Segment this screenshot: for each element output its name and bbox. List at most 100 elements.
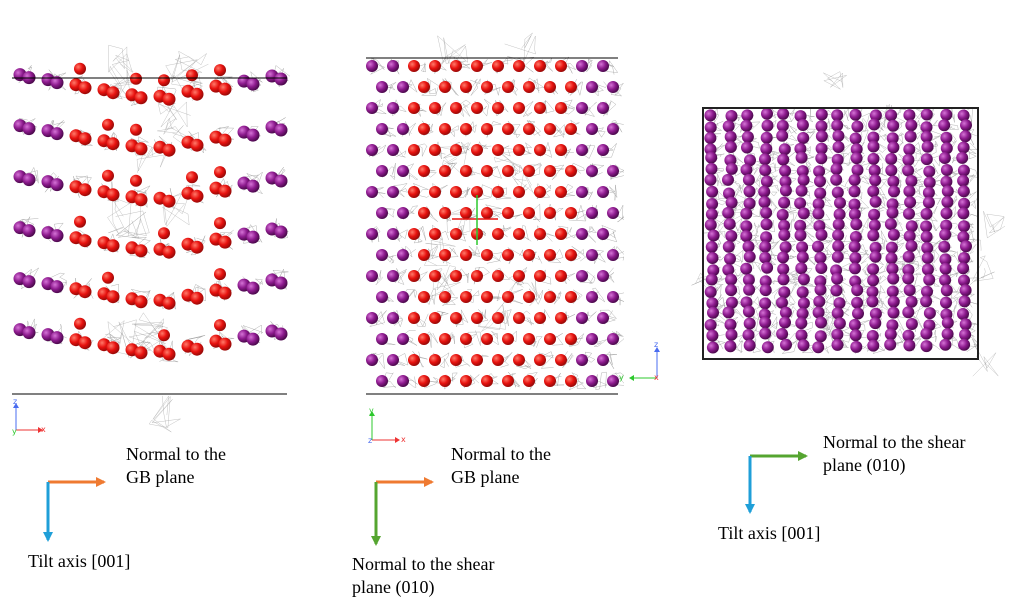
atom-sphere-icon (814, 275, 827, 288)
trajectory-trace (392, 268, 407, 285)
atom-sphere-icon (429, 186, 441, 198)
atom-sphere-icon (471, 144, 483, 156)
atom-sphere-icon (162, 296, 176, 310)
atom-sphere-icon (78, 336, 92, 350)
atom-sphere-icon (742, 273, 755, 286)
atom-sphere-icon (418, 123, 430, 135)
atom-sphere-icon (867, 185, 880, 198)
atom-sphere-icon (903, 143, 916, 156)
atom-sphere-icon (544, 207, 556, 219)
atom-sphere-icon (158, 74, 170, 87)
atom-sphere-icon (78, 285, 92, 299)
trajectory-trace (782, 210, 799, 222)
atom-sphere-icon (186, 69, 198, 82)
atom-sphere-icon (607, 291, 619, 303)
atom-sphere-icon (397, 375, 409, 387)
atom-sphere-icon (705, 241, 718, 253)
atom-sphere-icon (460, 207, 472, 219)
atom-sphere-icon (450, 144, 462, 156)
atom-sphere-icon (704, 286, 717, 298)
atom-sphere-icon (706, 198, 719, 210)
atom-sphere-icon (387, 60, 399, 72)
trajectory-trace (907, 167, 923, 178)
atom-sphere-icon (869, 241, 882, 254)
atom-sphere-icon (957, 231, 970, 243)
atom-sphere-icon (439, 123, 451, 135)
atom-sphere-icon (162, 245, 176, 259)
atom-sphere-icon (513, 354, 525, 366)
atom-sphere-icon (867, 263, 880, 276)
atom-sphere-icon (886, 132, 899, 145)
atom-sphere-icon (812, 240, 824, 253)
atom-sphere-icon (884, 338, 897, 351)
atom-sphere-icon (366, 102, 378, 114)
atom-sphere-icon (523, 291, 535, 303)
atom-sphere-icon (607, 207, 619, 219)
trajectory-trace (570, 246, 587, 262)
atom-sphere-icon (780, 338, 792, 351)
trajectory-trace (971, 255, 995, 282)
atom-sphere-icon (50, 331, 64, 345)
atom-sphere-icon (832, 229, 845, 242)
atom-sphere-icon (429, 228, 441, 240)
atom-sphere-icon (724, 340, 737, 353)
atom-sphere-icon (761, 107, 773, 120)
trajectory-trace (612, 330, 624, 346)
atom-sphere-icon (576, 354, 588, 366)
atom-sphere-icon (849, 132, 862, 145)
atom-sphere-icon (902, 306, 915, 319)
atom-sphere-icon (492, 312, 504, 324)
atom-sphere-icon (450, 186, 462, 198)
atom-sphere-icon (397, 291, 409, 303)
atom-sphere-icon (418, 333, 430, 345)
atom-sphere-icon (408, 270, 420, 282)
atom-sphere-icon (957, 262, 970, 275)
atom-sphere-icon (741, 141, 753, 154)
atom-sphere-icon (760, 206, 773, 219)
atom-sphere-icon (555, 270, 567, 282)
atom-sphere-icon (797, 207, 810, 220)
atom-sphere-icon (555, 354, 567, 366)
atom-sphere-icon (831, 153, 844, 166)
atom-sphere-icon (851, 120, 864, 133)
atom-sphere-icon (724, 318, 737, 331)
atom-sphere-icon (740, 163, 753, 176)
triad-label-x: x (654, 373, 659, 382)
atom-sphere-icon (565, 249, 577, 261)
atom-sphere-icon (190, 138, 204, 152)
trajectory-trace (369, 98, 387, 115)
atom-sphere-icon (366, 186, 378, 198)
atom-sphere-icon (376, 375, 388, 387)
atom-sphere-icon (397, 81, 409, 93)
atom-sphere-icon (387, 102, 399, 114)
atom-sphere-icon (162, 194, 176, 208)
atom-sphere-icon (850, 340, 863, 353)
trajectory-trace (728, 153, 744, 164)
atom-sphere-icon (796, 286, 809, 299)
panel-2 (366, 32, 624, 395)
atom-sphere-icon (923, 165, 936, 178)
atom-sphere-icon (794, 219, 807, 232)
atom-sphere-icon (576, 102, 588, 114)
atom-sphere-icon (586, 375, 598, 387)
atom-sphere-icon (376, 81, 388, 93)
trajectory-trace (474, 98, 492, 117)
atom-sphere-icon (397, 207, 409, 219)
trajectory-trace (437, 35, 468, 68)
atom-sphere-icon (849, 262, 861, 275)
trajectory-trace (442, 290, 459, 307)
atom-sphere-icon (555, 144, 567, 156)
atom-sphere-icon (834, 196, 846, 209)
atom-sphere-icon (274, 327, 288, 341)
atom-sphere-icon (866, 330, 879, 342)
atom-sphere-icon (134, 295, 148, 309)
atom-sphere-icon (939, 253, 952, 266)
trajectory-trace (581, 225, 598, 243)
atom-sphere-icon (523, 207, 535, 219)
atom-sphere-icon (576, 312, 588, 324)
atom-sphere-icon (920, 108, 933, 121)
atom-sphere-icon (959, 284, 972, 297)
trajectory-trace (581, 101, 597, 117)
atom-sphere-icon (387, 354, 399, 366)
atom-sphere-icon (408, 102, 420, 114)
